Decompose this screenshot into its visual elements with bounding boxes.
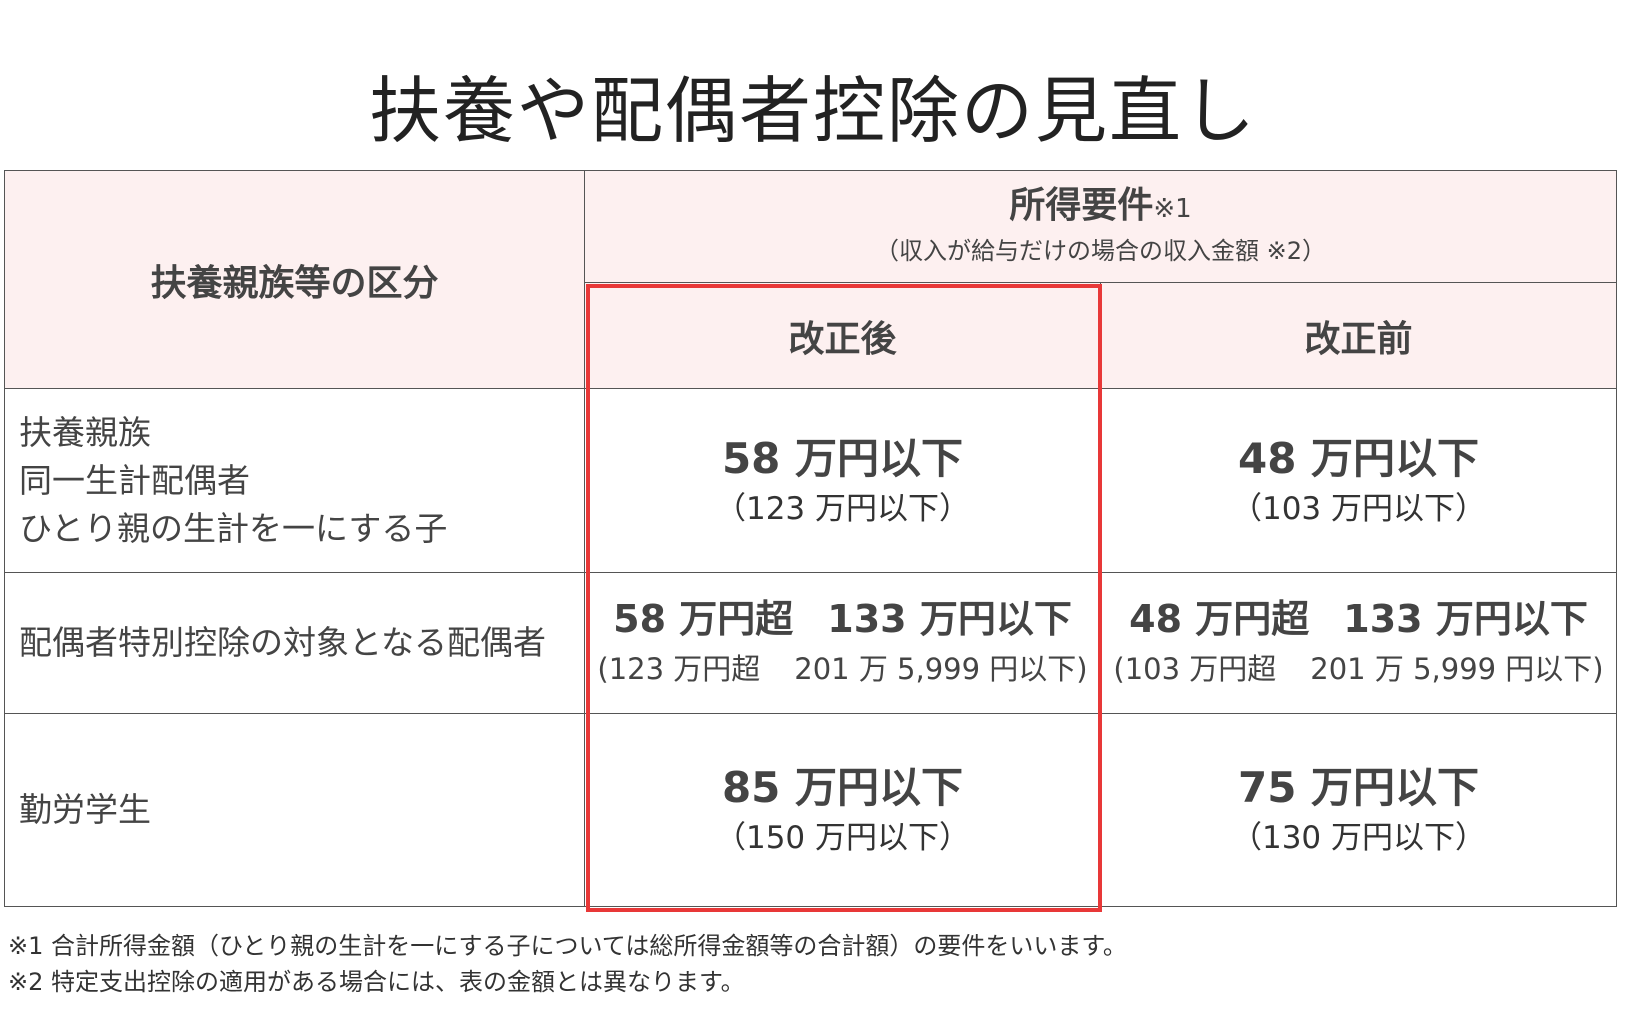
- after-salary-range: (123 万円超 201 万 5,999 円以下): [585, 645, 1100, 693]
- before-salary-lower: (103 万円超: [1113, 652, 1277, 686]
- category-header: 扶養親族等の区分: [4, 170, 585, 389]
- after-revision-header: 改正後: [584, 282, 1101, 389]
- table-row: 配偶者特別控除の対象となる配偶者 58 万円超 133 万円以下 (123 万円超…: [4, 572, 1618, 714]
- category-cell: 配偶者特別控除の対象となる配偶者: [4, 572, 585, 714]
- category-label: ひとり親の生計を一にする子: [19, 508, 448, 548]
- after-salary-limit: （150 万円以下）: [714, 820, 971, 856]
- before-salary-limit: （130 万円以下）: [1230, 820, 1487, 856]
- before-income-upper: 133 万円以下: [1343, 597, 1588, 641]
- after-income-upper: 133 万円以下: [827, 597, 1072, 641]
- before-income-lower: 48 万円超: [1129, 597, 1310, 641]
- footnotes: ※1 合計所得金額（ひとり親の生計を一にする子については総所得金額等の合計額）の…: [8, 928, 1127, 1000]
- footnote-1: ※1 合計所得金額（ひとり親の生計を一にする子については総所得金額等の合計額）の…: [8, 932, 1127, 960]
- before-salary-upper: 201 万 5,999 円以下): [1310, 652, 1604, 686]
- after-salary-limit: （123 万円以下）: [714, 490, 971, 527]
- table-row: 勤労学生 85 万円以下 （150 万円以下） 75 万円以下 （130 万円以…: [4, 713, 1618, 907]
- before-salary-range: (103 万円超 201 万 5,999 円以下): [1101, 645, 1616, 693]
- table-row: 扶養親族 同一生計配偶者 ひとり親の生計を一にする子 58 万円以下 （123 …: [4, 388, 1618, 573]
- category-cell: 扶養親族 同一生計配偶者 ひとり親の生計を一にする子: [4, 388, 585, 573]
- after-salary-lower: (123 万円超: [597, 652, 761, 686]
- after-salary-upper: 201 万 5,999 円以下): [794, 652, 1088, 686]
- before-value-cell: 48 万円超 133 万円以下 (103 万円超 201 万 5,999 円以下): [1099, 572, 1618, 714]
- table-subheader-row: 改正後 改正前: [5, 282, 1618, 389]
- after-income-limit: 85 万円以下: [721, 763, 964, 812]
- category-label: 扶養親族: [19, 412, 151, 452]
- income-requirement-header: 所得要件※1 （収入が給与だけの場合の収入金額 ※2）: [583, 170, 1618, 283]
- income-header-note: ※1: [1153, 194, 1192, 224]
- category-label: 同一生計配偶者: [19, 460, 250, 500]
- before-income-limit: 48 万円以下: [1237, 433, 1480, 483]
- after-value-cell: 58 万円超 133 万円以下 (123 万円超 201 万 5,999 円以下): [584, 572, 1101, 714]
- before-value-cell: 48 万円以下 （103 万円以下）: [1099, 388, 1618, 573]
- table-header-row: 扶養親族等の区分 所得要件※1 （収入が給与だけの場合の収入金額 ※2）: [4, 170, 1618, 389]
- income-subheader: （収入が給与だけの場合の収入金額 ※2）: [875, 237, 1327, 265]
- category-cell: 勤労学生: [4, 713, 585, 907]
- footnote-2: ※2 特定支出控除の適用がある場合には、表の金額とは異なります。: [8, 968, 745, 996]
- after-value-cell: 58 万円以下 （123 万円以下）: [584, 388, 1101, 573]
- income-requirement-table: 扶養親族等の区分 所得要件※1 （収入が給与だけの場合の収入金額 ※2） 改正後…: [4, 170, 1618, 907]
- after-income-limit: 58 万円以下: [721, 433, 964, 483]
- page-title: 扶養や配偶者控除の見直し: [368, 69, 1257, 154]
- after-income-range: 58 万円超 133 万円以下: [585, 593, 1100, 645]
- before-value-cell: 75 万円以下 （130 万円以下）: [1099, 713, 1618, 907]
- category-label: 配偶者特別控除の対象となる配偶者: [19, 623, 547, 662]
- income-header-title: 所得要件※1: [585, 182, 1616, 233]
- before-income-range: 48 万円超 133 万円以下: [1101, 593, 1616, 645]
- before-revision-header: 改正前: [1099, 282, 1618, 389]
- after-income-lower: 58 万円超: [613, 597, 794, 641]
- category-label: 勤労学生: [19, 790, 151, 829]
- after-value-cell: 85 万円以下 （150 万円以下）: [584, 713, 1101, 907]
- before-income-limit: 75 万円以下: [1237, 763, 1480, 812]
- income-header-text: 所得要件: [1009, 185, 1154, 226]
- before-salary-limit: （103 万円以下）: [1230, 490, 1487, 527]
